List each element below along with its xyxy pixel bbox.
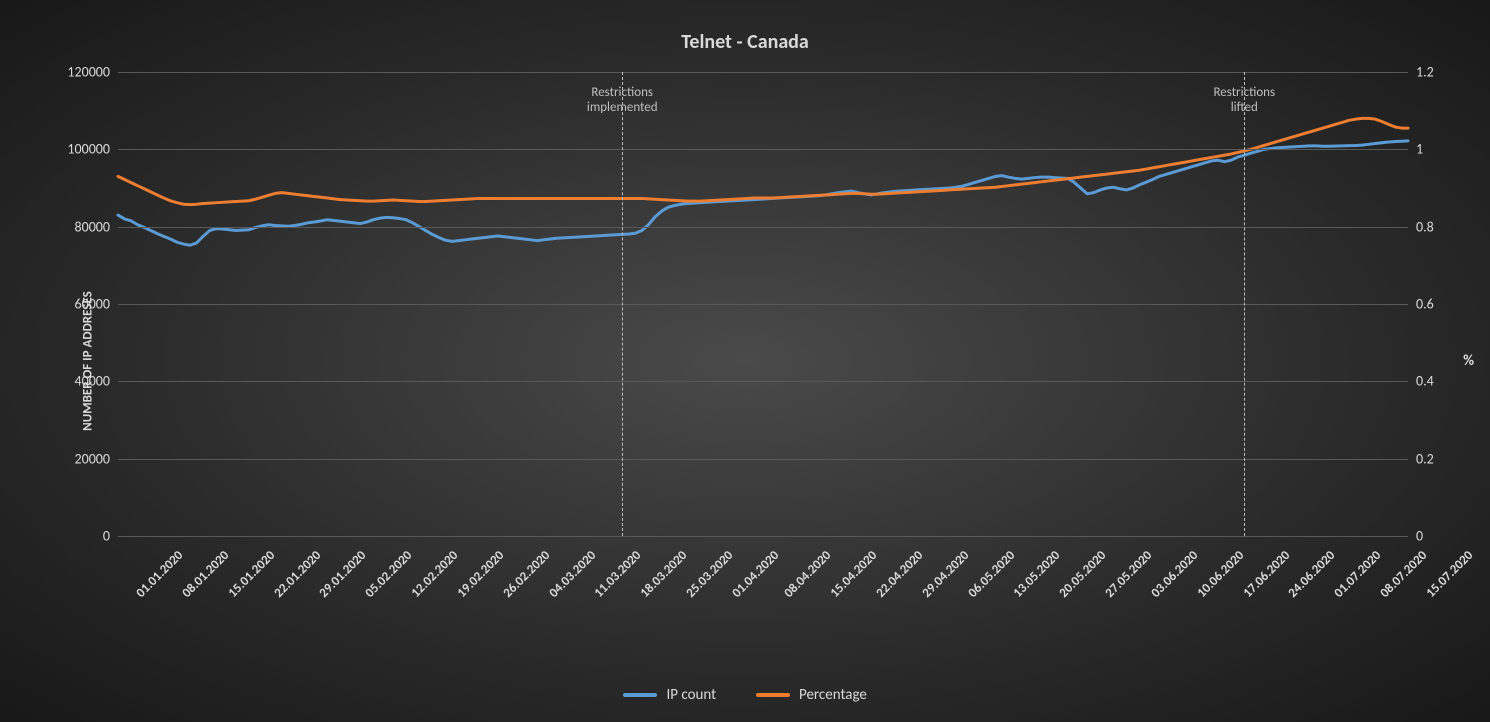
plot-area: 00200000.2400000.4600000.6800000.8100000…	[118, 72, 1408, 536]
x-tick-label: 27.05.2020	[1103, 548, 1156, 601]
x-tick-label: 01.07.2020	[1332, 548, 1385, 601]
x-tick-label: 08.07.2020	[1378, 548, 1431, 601]
gridline	[118, 227, 1408, 228]
x-tick-label: 03.06.2020	[1148, 548, 1201, 601]
x-tick-label: 10.06.2020	[1194, 548, 1247, 601]
x-tick-label: 08.01.2020	[179, 548, 232, 601]
y-tick-right: 0	[1416, 528, 1423, 545]
gridline	[118, 381, 1408, 382]
legend-item-ipcount: IP count	[623, 686, 716, 704]
y-tick-left: 120000	[67, 64, 110, 81]
x-tick-label: 04.03.2020	[546, 548, 599, 601]
gridline	[118, 304, 1408, 305]
x-tick-label: 15.01.2020	[225, 548, 278, 601]
x-tick-label: 05.02.2020	[363, 548, 416, 601]
gridline	[118, 149, 1408, 150]
x-tick-label: 08.04.2020	[782, 548, 835, 601]
legend-swatch-ipcount	[623, 693, 657, 697]
x-tick-label: 29.01.2020	[317, 548, 370, 601]
y-tick-left: 100000	[67, 141, 110, 158]
y-tick-left: 40000	[75, 373, 110, 390]
x-tick-label: 01.01.2020	[133, 548, 186, 601]
x-tick-label: 15.07.2020	[1423, 548, 1476, 601]
legend-swatch-percentage	[756, 693, 790, 697]
annotation-label: Restrictionsimplemented	[587, 86, 658, 116]
y-tick-right: 0.8	[1416, 218, 1434, 235]
x-tick-label: 01.04.2020	[729, 548, 782, 601]
annotation-line	[1244, 72, 1245, 536]
gridline	[118, 459, 1408, 460]
y-tick-left: 20000	[75, 450, 110, 467]
x-tick-label: 24.06.2020	[1286, 548, 1339, 601]
y-tick-left: 60000	[75, 296, 110, 313]
x-tick-label: 20.05.2020	[1057, 548, 1110, 601]
legend: IP count Percentage	[0, 686, 1490, 704]
x-tick-label: 06.05.2020	[965, 548, 1018, 601]
x-tick-label: 18.03.2020	[638, 548, 691, 601]
y-tick-right: 1.2	[1416, 64, 1434, 81]
y-tick-right: 0.6	[1416, 296, 1434, 313]
chart-title: Telnet - Canada	[0, 30, 1490, 54]
x-tick-label: 29.04.2020	[919, 548, 972, 601]
annotation-label: Restrictionslifted	[1213, 86, 1275, 116]
y-axis-right-title: %	[1463, 352, 1474, 370]
gridline	[118, 72, 1408, 73]
y-tick-left: 0	[103, 528, 110, 545]
x-tick-label: 25.03.2020	[684, 548, 737, 601]
annotation-line	[622, 72, 623, 536]
legend-label-ipcount: IP count	[666, 686, 716, 704]
x-tick-label: 15.04.2020	[828, 548, 881, 601]
x-tick-label: 13.05.2020	[1011, 548, 1064, 601]
legend-item-percentage: Percentage	[756, 686, 867, 704]
x-tick-label: 11.03.2020	[592, 548, 645, 601]
x-tick-label: 22.04.2020	[873, 548, 926, 601]
legend-label-percentage: Percentage	[799, 686, 867, 704]
y-tick-left: 80000	[75, 218, 110, 235]
y-tick-right: 0.2	[1416, 450, 1434, 467]
gridline	[118, 536, 1408, 537]
chart-container: Telnet - Canada NUMBER OF IP ADDRESES % …	[0, 0, 1490, 722]
y-tick-right: 0.4	[1416, 373, 1434, 390]
x-tick-label: 19.02.2020	[454, 548, 507, 601]
y-tick-right: 1	[1416, 141, 1423, 158]
x-tick-label: 22.01.2020	[271, 548, 324, 601]
x-tick-label: 17.06.2020	[1240, 548, 1293, 601]
x-tick-label: 12.02.2020	[408, 548, 461, 601]
x-tick-label: 26.02.2020	[500, 548, 553, 601]
